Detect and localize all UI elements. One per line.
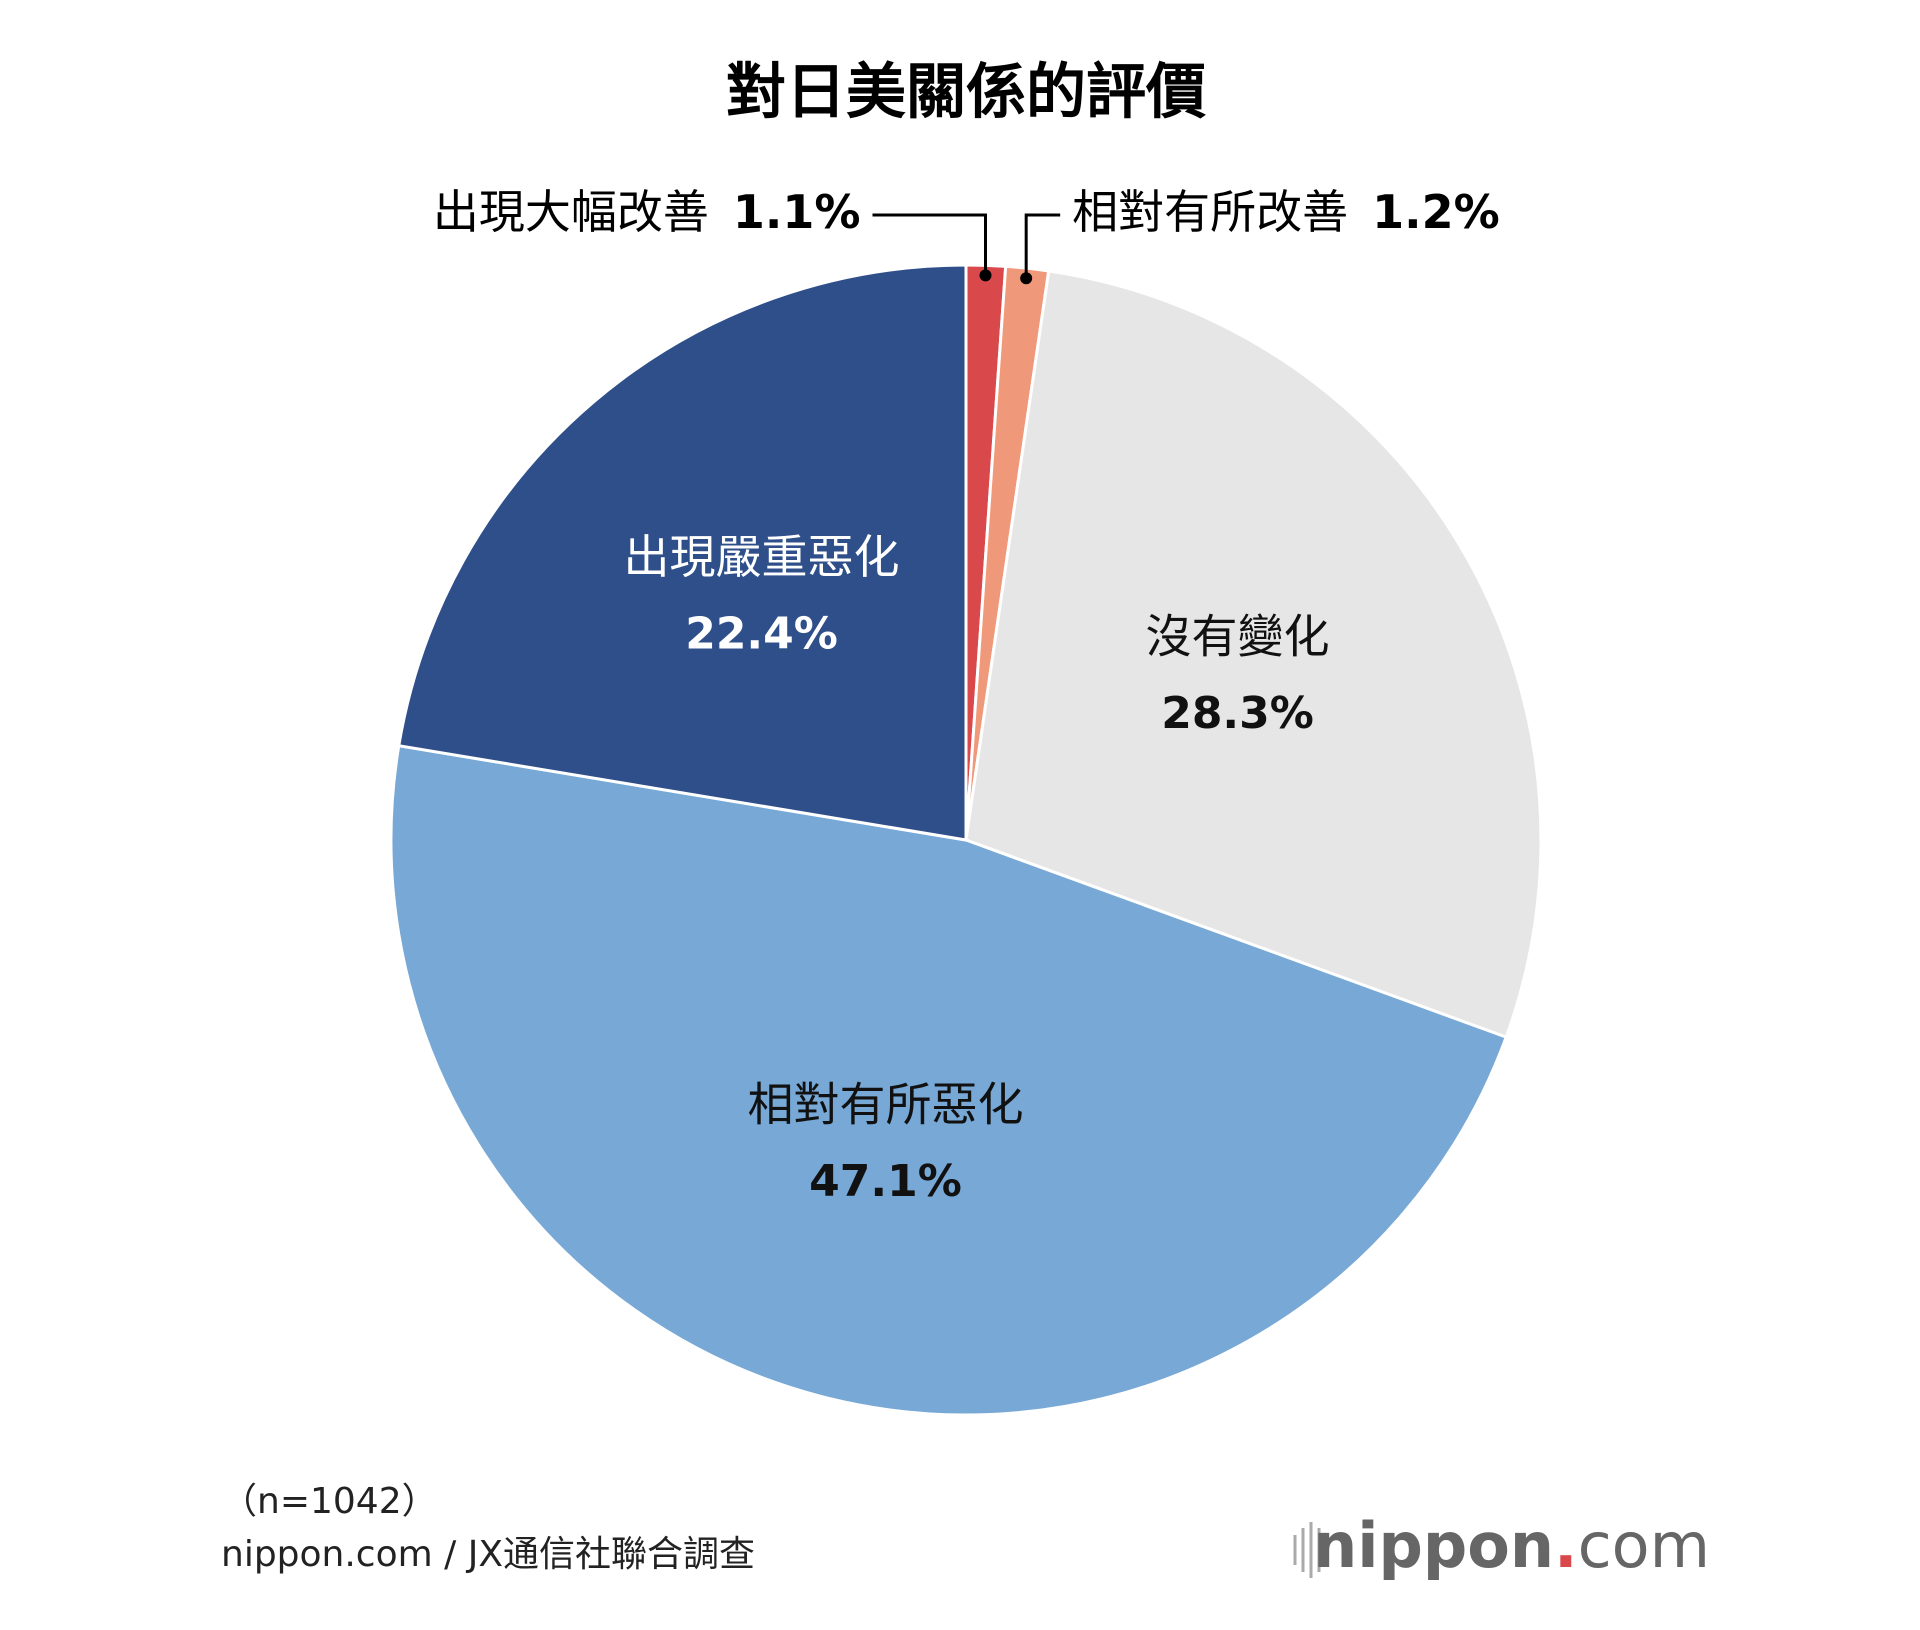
category-label: 沒有變化 <box>1146 609 1330 663</box>
leader-line <box>872 213 988 276</box>
category-label: 相對有所改善 <box>1072 185 1348 239</box>
source: nippon.com / JX通信社聯合調查 <box>221 1534 755 1575</box>
logo: nippon.com <box>1313 1509 1710 1582</box>
pie-slice <box>964 269 1543 1040</box>
slice-label: 相對有所改善 1.2% <box>1072 185 1500 239</box>
value-label: 1.2% <box>1372 185 1500 239</box>
category-label: 相對有所惡化 <box>748 1077 1024 1131</box>
footnote: （n=1042） <box>221 1481 438 1522</box>
pie-slice <box>397 263 968 842</box>
leader-line <box>1024 213 1061 279</box>
value-label: 47.1% <box>809 1156 962 1207</box>
value-label: 1.1% <box>733 185 861 239</box>
category-label: 出現嚴重惡化 <box>624 530 900 584</box>
logo-icon <box>1293 1522 1329 1578</box>
value-label: 22.4% <box>685 609 838 660</box>
leader-dot <box>1020 272 1033 285</box>
slice-label: 出現大幅改善 1.1% <box>433 185 861 239</box>
logo-part: nippon <box>1313 1509 1554 1582</box>
logo-part: com <box>1578 1509 1710 1582</box>
chart-title: 對日美關係的評價 <box>726 58 1206 128</box>
category-label: 出現大幅改善 <box>433 185 709 239</box>
logo-part: . <box>1554 1509 1578 1582</box>
leader-dot <box>979 269 992 282</box>
pie-slice <box>389 743 1509 1417</box>
value-label: 28.3% <box>1161 688 1314 739</box>
